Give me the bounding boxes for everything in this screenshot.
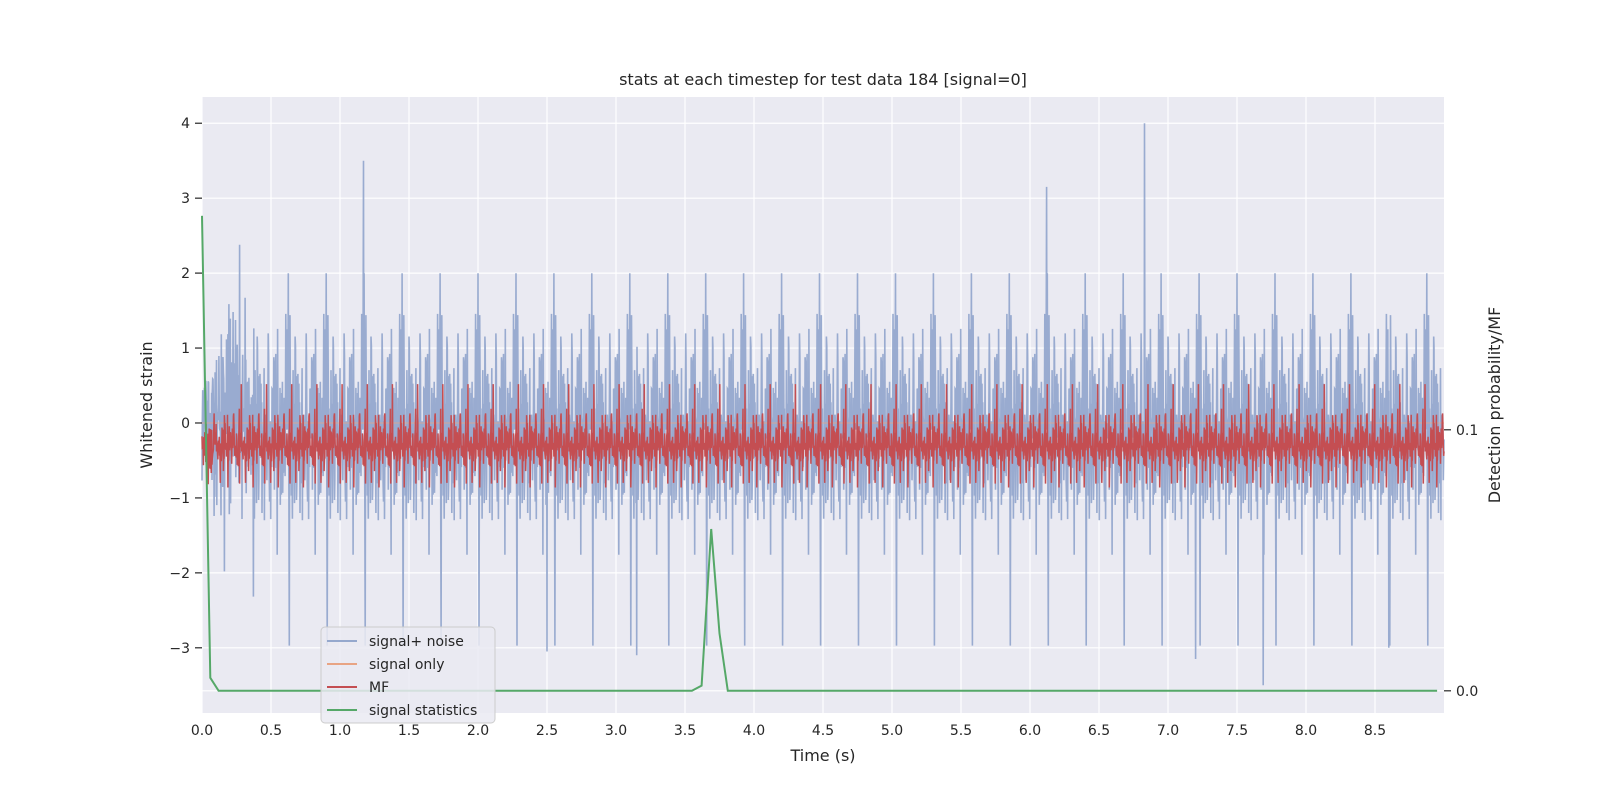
y-tick-label: 2 <box>181 266 190 282</box>
x-tick-label: 0.0 <box>191 723 213 739</box>
x-tick-label: 7.5 <box>1226 723 1248 739</box>
x-tick-label: 2.0 <box>467 723 489 739</box>
legend-box <box>320 626 496 724</box>
y-right-tick-label: 0.0 <box>1456 684 1478 700</box>
x-tick-label: 3.0 <box>605 723 627 739</box>
series-layer <box>201 123 1445 692</box>
axes: 0.0 0.5 1.0 1.5 2.0 2.5 3.0 3.5 4.0 4.5 5.0 5.5 6.0 6… <box>169 116 1478 739</box>
series-mf <box>201 384 1445 488</box>
series-signal-noise <box>201 123 1445 686</box>
y-tick-label: −1 <box>169 491 190 507</box>
x-tick-label: 8.5 <box>1364 723 1386 739</box>
y-tick-label: 4 <box>181 116 190 132</box>
x-tick-label: 8.0 <box>1295 723 1317 739</box>
y-tick-label: −2 <box>169 566 190 582</box>
x-tick-label: 6.5 <box>1088 723 1110 739</box>
y-axis-label: Whitened strain <box>137 341 156 468</box>
x-tick-label: 7.0 <box>1157 723 1179 739</box>
y-right-tick-label: 0.1 <box>1456 423 1478 439</box>
legend-label-mf: MF <box>369 680 389 696</box>
x-tick-label: 2.5 <box>536 723 558 739</box>
y-tick-label: 0 <box>181 416 190 432</box>
x-tick-label: 1.0 <box>329 723 351 739</box>
legend-label-signal-noise: signal+ noise <box>369 634 464 650</box>
y-tick-label: 1 <box>181 341 190 357</box>
y-axis-label-right: Detection probability/MF <box>1485 307 1504 504</box>
legend: signal+ noise signal only MF signal statist… <box>320 626 496 724</box>
x-tick-label: 6.0 <box>1019 723 1041 739</box>
chart-title: stats at each timestep for test data 184… <box>619 70 1027 89</box>
legend-label-signal-only: signal only <box>369 657 444 673</box>
series-signal-statistics <box>201 215 1438 692</box>
x-tick-label: 3.5 <box>674 723 696 739</box>
x-tick-label: 5.0 <box>881 723 903 739</box>
x-tick-label: 1.5 <box>398 723 420 739</box>
x-axis-label: Time (s) <box>789 746 855 765</box>
y-tick-label: 3 <box>181 191 190 207</box>
legend-label-signal-statistics: signal statistics <box>369 703 477 719</box>
x-tick-label: 4.0 <box>743 723 765 739</box>
x-tick-label: 5.5 <box>950 723 972 739</box>
x-tick-label: 4.5 <box>812 723 834 739</box>
y-tick-label: −3 <box>169 641 190 657</box>
x-tick-label: 0.5 <box>260 723 282 739</box>
